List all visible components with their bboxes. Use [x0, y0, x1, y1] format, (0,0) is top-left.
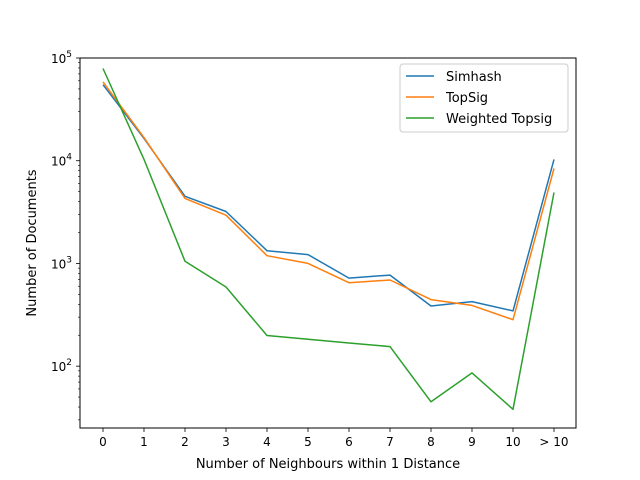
- x-tick-label: 0: [99, 435, 107, 449]
- y-axis-label: Number of Documents: [25, 169, 40, 316]
- y-tick-label: 103: [51, 255, 72, 271]
- legend-label: TopSig: [445, 91, 488, 106]
- series-line-simhash: [102, 84, 555, 312]
- x-tick-label: 3: [222, 435, 230, 449]
- legend-label: Simhash: [446, 70, 502, 85]
- series-line-topsig: [102, 81, 555, 321]
- x-axis-label: Number of Neighbours within 1 Distance: [196, 457, 460, 472]
- legend-box: [399, 63, 569, 133]
- plot-frame: [79, 57, 577, 429]
- series-layer: [102, 68, 555, 411]
- x-tick-label: 7: [386, 435, 394, 449]
- x-tick-label: 9: [468, 435, 476, 449]
- y-tick-label: 102: [51, 358, 72, 374]
- x-tick-label: > 10: [539, 435, 568, 449]
- legend-label: Weighted Topsig: [446, 112, 552, 127]
- x-tick-label: 6: [345, 435, 353, 449]
- x-tick-label: 8: [427, 435, 435, 449]
- x-tick-label: 4: [263, 435, 271, 449]
- y-tick-label: 104: [51, 153, 72, 169]
- y-axis-ticks: 102 103 104 105: [51, 50, 80, 421]
- x-tick-label: 5: [304, 435, 312, 449]
- x-tick-label: 1: [140, 435, 148, 449]
- y-tick-label: 105: [51, 50, 72, 66]
- x-tick-label: 10: [505, 435, 520, 449]
- legend: Simhash TopSig Weighted Topsig: [399, 63, 569, 133]
- x-axis-ticks: 0 1 2 3 4 5 6 7 8 9 10 > 10: [99, 428, 569, 449]
- series-line-weighted-topsig: [102, 68, 555, 411]
- x-tick-label: 2: [181, 435, 189, 449]
